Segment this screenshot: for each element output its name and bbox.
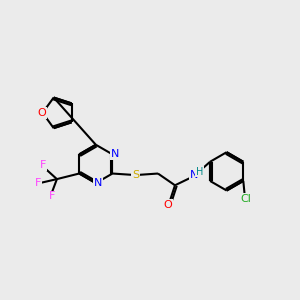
- Text: O: O: [37, 108, 46, 118]
- Text: S: S: [132, 170, 139, 180]
- Text: Cl: Cl: [241, 194, 251, 204]
- Text: N: N: [94, 178, 103, 188]
- Text: F: F: [40, 160, 46, 170]
- Text: O: O: [163, 200, 172, 210]
- Text: F: F: [49, 191, 55, 201]
- Text: N: N: [111, 149, 119, 159]
- Text: F: F: [35, 178, 41, 188]
- Text: H: H: [196, 167, 203, 177]
- Text: N: N: [190, 170, 198, 180]
